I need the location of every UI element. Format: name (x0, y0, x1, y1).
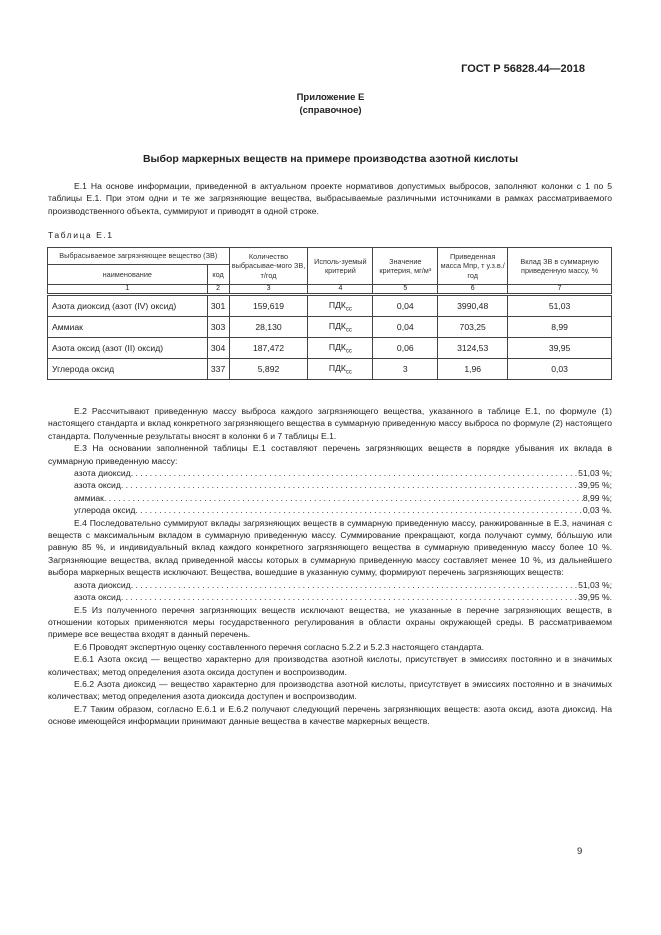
criterion-text: ПДК (328, 320, 346, 331)
cell-contribution: 39,95 (507, 337, 612, 359)
paragraph-text: Е.1 На основе информации, приведенной в … (48, 181, 612, 216)
cell-criterion-value: 3 (372, 358, 439, 380)
criterion-text: ПДК (328, 299, 346, 310)
paragraph-e7: Е.7 Таким образом, согласно Е.6.1 и Е.6.… (48, 703, 612, 727)
criterion-subscript: сс (345, 348, 352, 355)
criterion-subscript: сс (345, 327, 352, 334)
standard-header: ГОСТ Р 56828.44—2018 (461, 63, 585, 75)
cell-name: Азота оксид (азот (II) оксид) (47, 337, 208, 359)
paragraph-e2: Е.2 Рассчитывают приведенную массу выбро… (48, 406, 612, 441)
cell-criterion-value: 0,04 (372, 316, 439, 338)
list-item-name: азота диоксид (74, 579, 131, 590)
cell-quantity: 28,130 (228, 316, 309, 338)
list-item-value: 51,03 %; (578, 468, 612, 479)
dot-leader (131, 579, 578, 591)
paragraph-e1: Е.1 На основе информации, приведенной в … (48, 180, 612, 217)
dot-leader (121, 479, 578, 491)
criterion-text: ПДК (328, 362, 346, 373)
list-item: углерода оксид 0,03 %. (74, 504, 612, 516)
header-code: код (206, 264, 230, 285)
column-number: 7 (507, 284, 612, 296)
list-item-value: 51,03 %; (578, 579, 612, 590)
table-row: Аммиак 303 28,130 ПДКсс 0,04 703,25 8,99 (47, 316, 612, 338)
header-substance: Выбрасываемое загрязняющее вещество (ЗВ) (47, 247, 230, 265)
header-criterion: Исполь-зуемый критерий (307, 247, 374, 285)
list-item-name: азота диоксид (74, 468, 131, 479)
cell-criterion: ПДКсс (307, 294, 374, 317)
list-item: азота диоксид 51,03 %; (74, 579, 612, 591)
column-number: 3 (228, 284, 309, 296)
cell-name: Аммиак (47, 316, 208, 338)
cell-reduced-mass: 703,25 (437, 316, 509, 338)
list-item-value: 39,95 %. (578, 592, 612, 603)
table-e1: Выбрасываемое загрязняющее вещество (ЗВ)… (47, 247, 612, 380)
list-item: азота оксид 39,95 %. (74, 591, 612, 603)
dot-leader (104, 492, 583, 504)
header-contribution: Вклад ЗВ в суммарную приведенную массу, … (507, 247, 612, 285)
appendix-title: Приложение Е (296, 92, 365, 103)
dot-leader (131, 467, 578, 479)
cell-contribution: 8,99 (507, 316, 612, 338)
table-row: Углерода оксид 337 5,892 ПДКсс 3 1,96 0,03 (47, 358, 612, 380)
list-item-value: 39,95 %; (578, 480, 612, 491)
cell-code: 303 (206, 316, 230, 338)
cell-reduced-mass: 3124,53 (437, 337, 509, 359)
list-item-value: 8,99 %; (582, 492, 612, 503)
cell-criterion-value: 0,06 (372, 337, 439, 359)
column-number: 6 (437, 284, 509, 296)
cell-code: 337 (206, 358, 230, 380)
header-quantity: Количество выбрасывае-мого ЗВ, т/год (228, 247, 309, 285)
cell-reduced-mass: 1,96 (437, 358, 509, 380)
list-item-name: азота оксид (74, 480, 121, 491)
dot-leader (121, 591, 578, 603)
cell-code: 301 (206, 294, 230, 317)
column-number: 4 (307, 284, 374, 296)
paragraph-e4: Е.4 Последовательно суммируют вклады заг… (48, 517, 612, 578)
dot-leader (135, 504, 583, 516)
list-item-value: 0,03 %. (582, 505, 612, 516)
column-number: 5 (372, 284, 439, 296)
paragraph-e6-2: Е.6.2 Азота диоксид — вещество характерн… (48, 678, 612, 702)
paragraph-e5: Е.5 Из полученного перечня загрязняющих … (48, 604, 612, 640)
list-item-name: углерода оксид (74, 505, 136, 516)
paragraph-e6: Е.6 Проводят экспертную оценку составлен… (74, 641, 485, 652)
list-item-name: азота оксид (74, 592, 121, 603)
table-row: Азота диоксид (азот (IV) оксид) 301 159,61… (47, 294, 612, 317)
header-name: наименование (47, 264, 208, 285)
list-item: аммиак 8,99 %; (74, 492, 612, 504)
appendix-subtitle: (справочное) (299, 105, 362, 116)
list-item: азота диоксид 51,03 %; (74, 467, 612, 479)
cell-contribution: 0,03 (507, 358, 612, 380)
criterion-subscript: сс (345, 369, 352, 376)
criterion-text: ПДК (328, 341, 346, 352)
section-title: Выбор маркерных веществ на примере произ… (142, 153, 519, 165)
list-item: азота оксид 39,95 %; (74, 479, 612, 491)
criterion-subscript: сс (345, 306, 352, 313)
header-reduced-mass: Приведенная масса Mпр, т у.з.в./год (437, 247, 509, 285)
cell-contribution: 51,03 (507, 294, 612, 317)
column-number: 2 (206, 284, 230, 296)
cell-quantity: 187,472 (228, 337, 309, 359)
cell-criterion-value: 0,04 (372, 294, 439, 317)
cell-quantity: 159,619 (228, 294, 309, 317)
paragraph-e3: Е.3 На основании заполненной таблицы Е.1… (48, 443, 612, 466)
paragraph-e6-1: Е.6.1 Азота оксид — вещество характерно … (48, 654, 612, 677)
cell-reduced-mass: 3990,48 (437, 294, 509, 317)
cell-code: 304 (206, 337, 230, 359)
column-number: 1 (47, 284, 208, 296)
table-caption: Таблица Е.1 (48, 230, 114, 240)
cell-criterion: ПДКсс (307, 358, 374, 380)
cell-name: Углерода оксид (47, 358, 208, 380)
cell-criterion: ПДКсс (307, 337, 374, 359)
page-number: 9 (577, 846, 583, 857)
list-item-name: аммиак (74, 492, 104, 503)
cell-name: Азота диоксид (азот (IV) оксид) (47, 294, 208, 317)
cell-quantity: 5,892 (228, 358, 309, 380)
cell-criterion: ПДКсс (307, 316, 374, 338)
body-text: Е.2 Рассчитывают приведенную массу выбро… (48, 405, 612, 728)
table-row: Азота оксид (азот (II) оксид) 304 187,472 П… (47, 337, 612, 359)
header-criterion-value: Значение критерия, мг/м³ (372, 247, 439, 285)
